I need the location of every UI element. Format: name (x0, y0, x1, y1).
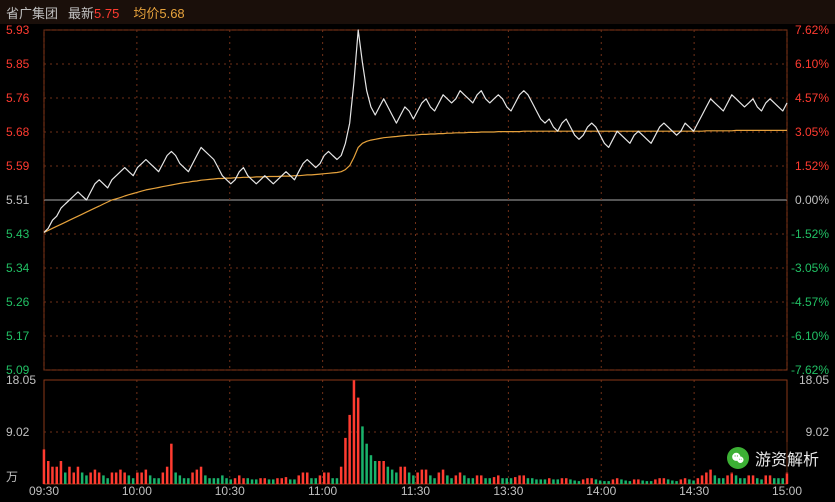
chart-area[interactable]: 5.937.62%5.856.10%5.764.57%5.683.05%5.59… (0, 24, 835, 502)
watermark: 游资解析 (719, 442, 827, 474)
time-tick: 11:00 (308, 484, 337, 498)
stock-name: 省广集团 (6, 3, 58, 22)
vol-unit: 万 (6, 468, 18, 485)
time-tick: 10:30 (215, 484, 245, 498)
time-tick: 11:30 (401, 484, 430, 498)
time-tick: 09:30 (29, 484, 59, 498)
latest-value: 5.75 (94, 6, 119, 21)
time-tick: 14:00 (586, 484, 616, 498)
latest-label: 最新 (68, 6, 94, 21)
watermark-text: 游资解析 (755, 446, 819, 470)
chart-svg (0, 24, 835, 502)
time-tick: 10:00 (122, 484, 152, 498)
time-tick: 14:30 (679, 484, 709, 498)
time-tick: 15:00 (772, 484, 802, 498)
avg-label: 均价 (133, 6, 159, 21)
time-tick: 13:30 (493, 484, 523, 498)
avg-value: 5.68 (159, 6, 184, 21)
avg-price-group: 均价5.68 (127, 3, 184, 22)
chart-header: 省广集团 最新5.75 均价5.68 (0, 0, 835, 24)
wechat-icon (727, 447, 749, 469)
latest-price-group: 最新5.75 (66, 3, 119, 22)
